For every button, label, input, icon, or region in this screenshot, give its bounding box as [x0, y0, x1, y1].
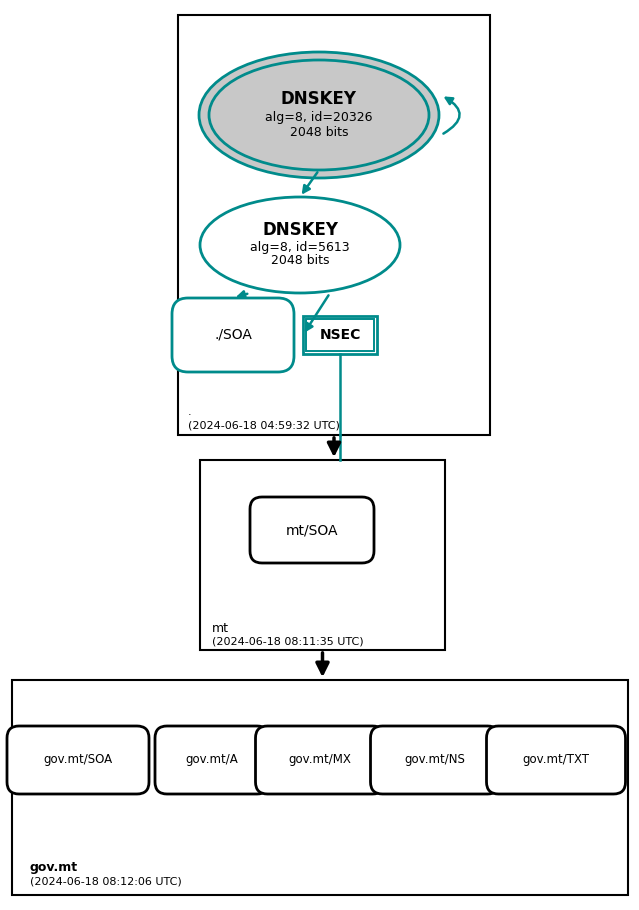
- Bar: [12, 680, 628, 895]
- FancyBboxPatch shape: [256, 726, 385, 794]
- Text: gov.mt: gov.mt: [30, 861, 78, 874]
- Bar: [303, 316, 377, 354]
- Text: .: .: [188, 407, 192, 417]
- Text: gov.mt/SOA: gov.mt/SOA: [43, 753, 112, 766]
- Text: (2024-06-18 04:59:32 UTC): (2024-06-18 04:59:32 UTC): [188, 421, 340, 431]
- Ellipse shape: [209, 60, 429, 170]
- Text: (2024-06-18 08:11:35 UTC): (2024-06-18 08:11:35 UTC): [212, 636, 364, 646]
- FancyBboxPatch shape: [371, 726, 500, 794]
- Text: (2024-06-18 08:12:06 UTC): (2024-06-18 08:12:06 UTC): [30, 877, 181, 887]
- Text: 2048 bits: 2048 bits: [271, 255, 329, 268]
- Text: DNSKEY: DNSKEY: [262, 221, 338, 239]
- Bar: [306, 319, 374, 351]
- Text: mt/SOA: mt/SOA: [286, 523, 338, 537]
- FancyArrowPatch shape: [443, 97, 459, 134]
- Text: DNSKEY: DNSKEY: [281, 90, 357, 108]
- Bar: [200, 460, 445, 650]
- Text: gov.mt/NS: gov.mt/NS: [404, 753, 465, 766]
- Text: alg=8, id=5613: alg=8, id=5613: [250, 240, 350, 254]
- Text: NSEC: NSEC: [320, 328, 360, 342]
- Text: 2048 bits: 2048 bits: [289, 126, 348, 138]
- Ellipse shape: [200, 197, 400, 293]
- Ellipse shape: [199, 52, 439, 178]
- Text: mt: mt: [212, 622, 229, 635]
- Text: ./SOA: ./SOA: [214, 328, 252, 342]
- FancyBboxPatch shape: [172, 298, 294, 372]
- Text: gov.mt/TXT: gov.mt/TXT: [523, 753, 590, 766]
- Bar: [178, 15, 490, 435]
- Text: gov.mt/A: gov.mt/A: [185, 753, 238, 766]
- FancyBboxPatch shape: [250, 497, 374, 563]
- FancyBboxPatch shape: [7, 726, 149, 794]
- Text: gov.mt/MX: gov.mt/MX: [289, 753, 351, 766]
- FancyBboxPatch shape: [155, 726, 269, 794]
- Text: alg=8, id=20326: alg=8, id=20326: [265, 110, 373, 124]
- FancyBboxPatch shape: [486, 726, 626, 794]
